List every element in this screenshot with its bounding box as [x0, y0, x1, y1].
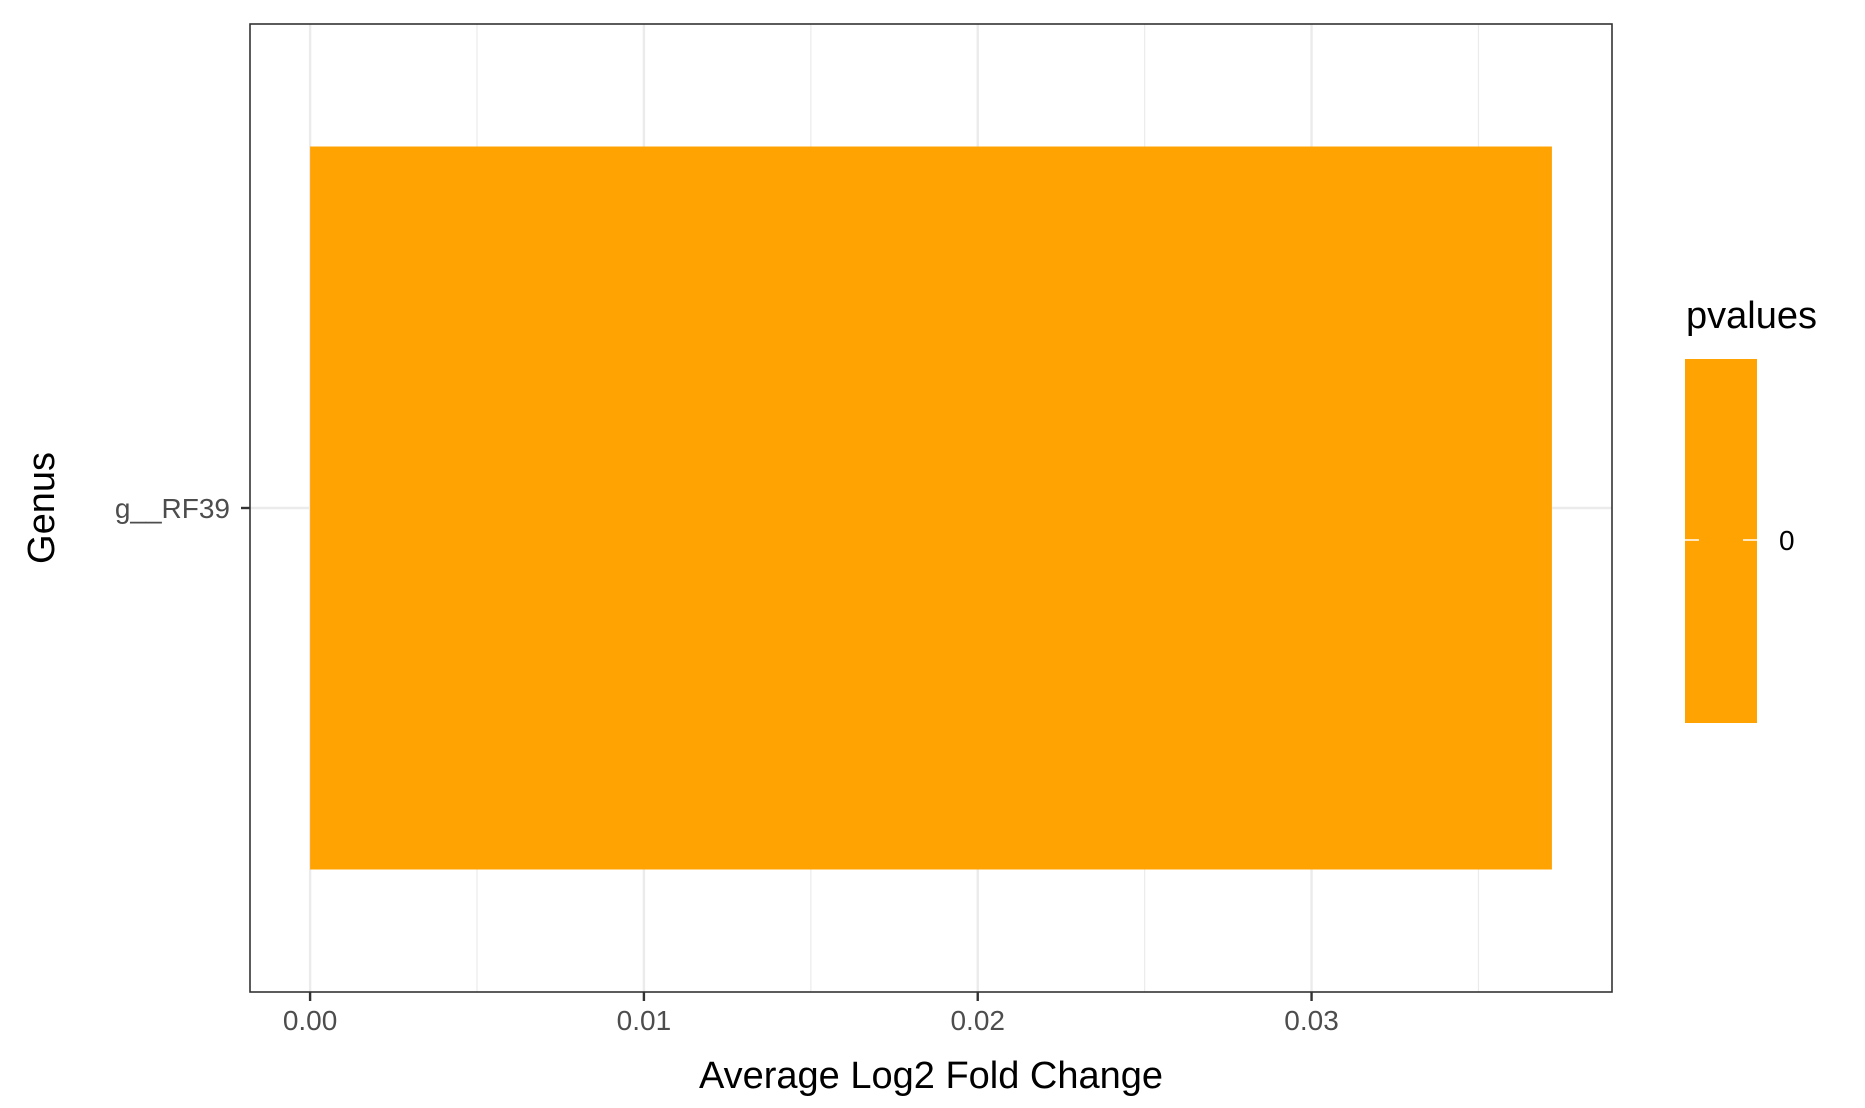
y-axis-ticks: g__RF39 [115, 493, 250, 524]
y-tick-label: g__RF39 [115, 493, 230, 524]
bars [310, 146, 1552, 870]
x-tick-label: 0.02 [950, 1005, 1005, 1036]
legend-title: pvalues [1686, 295, 1817, 337]
bar [310, 146, 1552, 870]
legend-label: 0 [1779, 525, 1795, 556]
x-axis-ticks: 0.00 0.01 0.02 0.03 [283, 992, 1339, 1036]
y-axis-title: Genus [21, 452, 63, 564]
legend: pvalues 0 [1685, 295, 1817, 723]
legend-colorbar [1685, 359, 1757, 723]
x-axis-title: Average Log2 Fold Change [699, 1055, 1163, 1097]
x-tick-label: 0.01 [617, 1005, 672, 1036]
x-tick-label: 0.03 [1284, 1005, 1339, 1036]
x-tick-label: 0.00 [283, 1005, 338, 1036]
